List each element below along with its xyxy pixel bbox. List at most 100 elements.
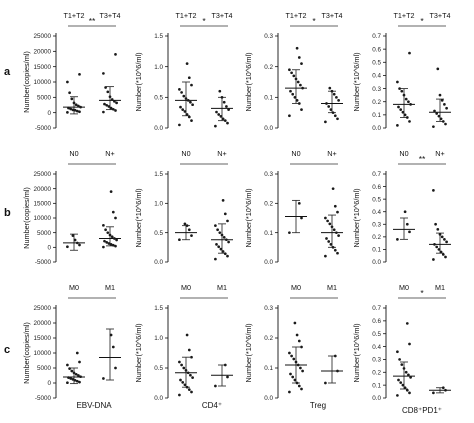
data-point	[223, 363, 227, 367]
data-point	[326, 219, 329, 223]
data-point	[437, 248, 441, 251]
y-tick-label: 0	[47, 380, 51, 387]
group-label: T3+T4	[322, 11, 343, 20]
data-point	[331, 245, 335, 249]
row-label-c: c	[4, 344, 10, 356]
data-point	[105, 103, 109, 107]
data-point	[111, 107, 115, 111]
data-point	[439, 250, 443, 254]
data-point	[67, 106, 70, 110]
data-point	[114, 366, 117, 370]
data-point	[218, 89, 222, 93]
data-point	[221, 117, 225, 121]
bottom-label-ebv-dna: EBV-DNA	[76, 401, 112, 410]
data-point	[407, 100, 410, 104]
data-point	[73, 378, 77, 382]
data-point	[437, 114, 441, 118]
data-point	[295, 46, 299, 50]
data-point	[331, 111, 335, 115]
y-axis-label: Number(*10^6/ml)	[244, 189, 253, 248]
y-tick-label: 0.3	[264, 171, 273, 178]
data-point	[66, 111, 69, 114]
data-point	[396, 124, 399, 127]
data-point	[108, 95, 112, 99]
data-point	[335, 231, 338, 235]
y-tick-label: 5000	[37, 95, 52, 102]
y-tick-label: 1.0	[154, 201, 163, 208]
panel-b4: 0.0 0.1 0.2 0.3 0.4 0.5 0.6 0.7 Number(*10^6/ml)…	[352, 149, 451, 266]
data-point	[296, 80, 300, 84]
panel-b1: -5000 0 5000 10000 15000 20000 25000 Number(cop…	[22, 149, 121, 266]
bottom-label-cd4: CD4⁺	[202, 401, 222, 410]
data-point	[185, 224, 189, 227]
panel-b2: 0.0 0.5 1.0 1.5 Number(*10^6/ml) N0 N+	[134, 149, 233, 266]
data-point	[189, 100, 192, 104]
data-point	[178, 123, 181, 127]
y-tick-label: 0.6	[372, 318, 381, 325]
y-axis-label: Number(*10^6/ml)	[134, 189, 143, 248]
data-point	[180, 363, 183, 367]
data-point	[396, 238, 399, 241]
data-point	[115, 101, 118, 105]
data-point	[71, 378, 75, 381]
data-point	[219, 247, 223, 251]
data-point	[110, 98, 114, 101]
data-point	[78, 110, 81, 114]
data-point	[113, 99, 116, 103]
group-label: T1+T2	[176, 11, 197, 20]
data-point	[438, 93, 442, 97]
y-tick-label: 0.1	[264, 230, 273, 237]
data-point	[187, 388, 191, 391]
y-tick-label: 0.5	[372, 196, 381, 203]
data-point	[327, 240, 331, 243]
group-label: M1	[105, 283, 115, 292]
data-point	[325, 237, 328, 240]
group-label: T3+T4	[212, 11, 233, 20]
data-point	[79, 105, 82, 109]
data-point	[408, 120, 411, 123]
group-label: T1+T2	[286, 11, 307, 20]
y-tick-label: 0.6	[372, 184, 381, 191]
data-point	[290, 354, 293, 358]
data-point	[432, 391, 435, 395]
y-tick-label: -5000	[35, 395, 52, 402]
data-point	[75, 351, 79, 355]
data-point	[409, 102, 412, 106]
data-point	[403, 386, 407, 390]
y-tick-label: 25000	[33, 305, 51, 312]
y-axis-label: Number(*10^6/ml)	[352, 324, 361, 383]
y-tick-label: 0.3	[372, 221, 381, 228]
data-point	[402, 367, 406, 370]
data-point	[328, 86, 332, 90]
data-point	[109, 243, 113, 246]
data-point	[333, 114, 337, 118]
y-tick-label: 10000	[33, 215, 51, 222]
data-point	[436, 67, 440, 71]
group-label: N0	[69, 149, 78, 158]
data-point	[185, 333, 189, 337]
group-label: M1	[435, 283, 445, 292]
y-tick-label: 0.0	[154, 259, 163, 266]
data-point	[439, 117, 443, 121]
data-point	[328, 222, 332, 226]
data-point	[445, 240, 448, 244]
data-point	[67, 376, 70, 379]
data-point	[443, 102, 446, 106]
data-point	[335, 95, 338, 99]
y-tick-label: 0.2	[264, 201, 273, 208]
data-point	[109, 333, 113, 337]
y-tick-label: 0.7	[372, 33, 381, 40]
significance-marker: **	[89, 16, 96, 26]
data-point	[409, 376, 412, 379]
data-point	[110, 235, 114, 239]
data-point	[226, 219, 229, 223]
data-point	[292, 357, 296, 361]
group-label: N0	[181, 149, 190, 158]
data-point	[300, 62, 303, 65]
data-point	[183, 110, 187, 113]
data-point	[183, 222, 187, 226]
data-point	[396, 350, 399, 354]
data-point	[435, 112, 439, 115]
data-point	[295, 381, 299, 385]
